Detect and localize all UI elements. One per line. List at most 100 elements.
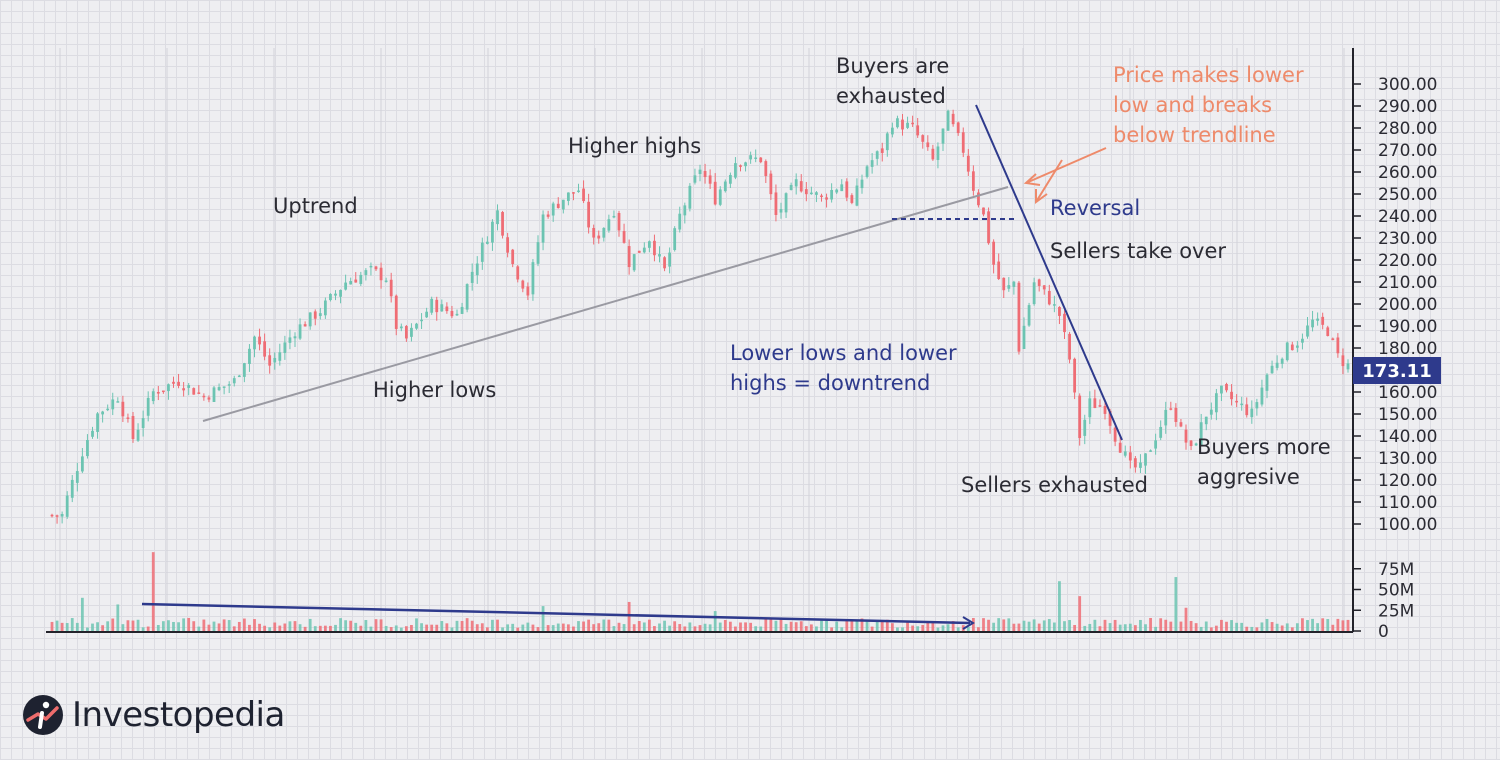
volume-bar [217, 623, 221, 631]
breakdown-pointer-arrows [1023, 147, 1107, 204]
volume-bar [399, 627, 403, 631]
candle-body [1047, 290, 1051, 305]
volume-tick-label: 50M [1378, 581, 1414, 601]
volume-bar [349, 620, 353, 631]
volume-bar [470, 620, 474, 631]
candle-body [718, 189, 722, 205]
volume-bar [1068, 620, 1071, 631]
volume-bar [96, 622, 99, 631]
candle-body [1032, 282, 1036, 305]
volume-bar [1275, 623, 1279, 631]
candle-body [1108, 410, 1112, 426]
volume-bar [354, 622, 358, 631]
investopedia-logo-icon [23, 695, 63, 735]
candle-body [116, 401, 120, 403]
candle-body [809, 192, 813, 195]
volume-bar [977, 627, 980, 631]
candle-body [723, 181, 727, 192]
candle-body [496, 210, 499, 225]
candle-body [167, 384, 170, 392]
candle-body [997, 261, 1001, 279]
candle-body [1255, 402, 1259, 409]
candle-body [607, 219, 611, 231]
candle-body [789, 184, 793, 190]
candle-body [222, 386, 226, 388]
volume-bar [764, 618, 768, 631]
volume-bar [1204, 621, 1208, 631]
volume-bar [779, 619, 783, 631]
volume-bar [1295, 623, 1299, 631]
volume-bar [202, 619, 206, 631]
volume-bar [1159, 618, 1163, 631]
candle-body [1052, 304, 1056, 306]
candle-body [111, 399, 115, 410]
volume-bar [121, 624, 125, 631]
candle-body [151, 391, 155, 402]
volume-bar [248, 624, 251, 631]
candlesticks [50, 109, 1350, 524]
candle-body [369, 265, 373, 268]
volume-bar [151, 552, 155, 631]
volume-bar [632, 624, 636, 631]
candle-body [1144, 453, 1147, 466]
volume-bar [334, 624, 337, 631]
candle-body [961, 132, 965, 153]
candle-body [207, 397, 211, 400]
candle-body [217, 387, 221, 391]
volume-bar [1260, 622, 1264, 631]
volume-bar [815, 626, 818, 631]
volume-bar [394, 625, 398, 631]
volume-bar [344, 620, 348, 631]
candle-body [592, 227, 596, 238]
candle-body [1235, 400, 1239, 403]
candle-body [242, 363, 246, 377]
volume-bar [65, 623, 69, 631]
volume-bar [587, 619, 591, 631]
candle-body [187, 385, 191, 388]
candle-body [642, 247, 646, 253]
candle-body [273, 357, 277, 363]
volume-bar [531, 624, 535, 631]
candle-body [602, 227, 606, 238]
candle-body [131, 416, 135, 440]
volume-bar [1336, 618, 1340, 631]
candle-body [556, 203, 560, 209]
volume-bar [556, 623, 560, 631]
volume-bar [1144, 624, 1147, 631]
volume-bar [1098, 626, 1102, 631]
volume-bar [288, 621, 292, 631]
candle-body [1027, 305, 1031, 326]
candle-body [617, 212, 621, 231]
candle-body [1058, 307, 1061, 316]
volume-bar [212, 621, 216, 631]
price-tick-label: 200.00 [1378, 295, 1437, 315]
candle-body [885, 133, 889, 151]
candle-body [678, 213, 682, 230]
candle-body [1017, 282, 1021, 352]
candle-body [1103, 405, 1107, 414]
volume-bar [658, 623, 661, 631]
candle-body [1225, 383, 1228, 391]
candle-body [1280, 358, 1284, 364]
candle-body [1068, 333, 1071, 360]
volume-trend-arrowhead [962, 616, 975, 630]
candle-body [804, 189, 808, 195]
volume-bar [374, 619, 378, 631]
candle-body [647, 241, 651, 248]
candle-body [516, 266, 520, 280]
volume-bar [592, 624, 596, 631]
volume-bar [506, 624, 510, 631]
candle-body [70, 479, 74, 498]
volume-bar [1017, 623, 1021, 631]
candle-body [1078, 395, 1082, 439]
candle-body [1326, 327, 1330, 336]
volume-bar [951, 621, 955, 631]
investopedia-logo[interactable]: Investopedia [22, 694, 285, 736]
candle-body [840, 184, 844, 192]
candle-body [268, 355, 272, 366]
candle-body [1341, 355, 1345, 367]
volume-bar [906, 622, 909, 631]
volume-bar [1058, 581, 1061, 631]
candle-body [172, 381, 175, 384]
volume-bar [263, 625, 267, 631]
